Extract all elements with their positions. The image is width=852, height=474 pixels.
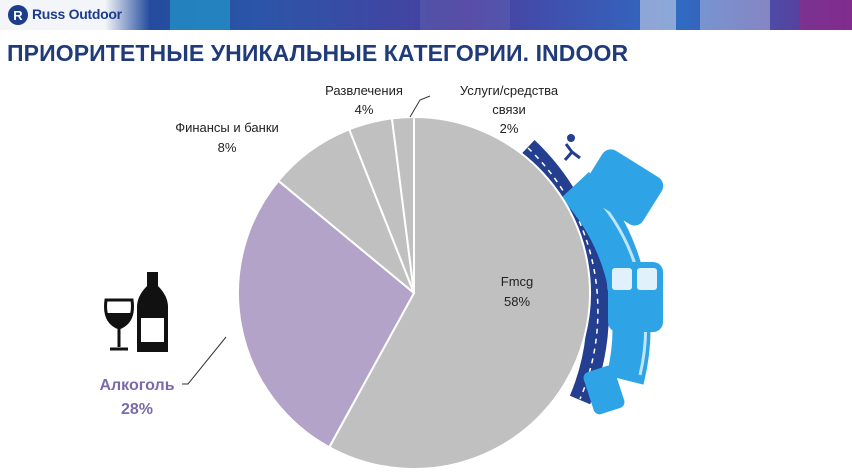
banner-stripe (170, 0, 230, 30)
pie-slice-4 (390, 115, 415, 294)
page-title: ПРИОРИТЕТНЫЕ УНИКАЛЬНЫЕ КАТЕГОРИИ. INDOO… (7, 40, 629, 66)
logo-text: Russ Outdoor (32, 6, 122, 22)
logo-mark-icon: R (8, 5, 28, 25)
slice-value-telecom: 2% (500, 121, 519, 136)
slice-label-telecom-line1: Услуги/средства (460, 83, 559, 98)
banner-stripe (700, 0, 770, 30)
pie-slice-0 (327, 115, 591, 470)
pie (237, 115, 591, 470)
slice-label-entertainment: Развлечения (325, 83, 403, 98)
header-banner: R Russ Outdoor (0, 0, 852, 30)
leader-line (182, 336, 227, 385)
leader-line (409, 95, 431, 118)
wine-glass-icon (104, 298, 134, 351)
slice-value-entertainment: 4% (355, 102, 374, 117)
slice-label-finance: Финансы и банки (175, 120, 279, 135)
pie-slice-2 (276, 128, 415, 294)
banner-stripe (420, 0, 510, 30)
banner-stripe (800, 0, 852, 30)
logo[interactable]: R Russ Outdoor (0, 0, 150, 30)
slice-value-finance: 8% (218, 140, 237, 155)
slice-label-telecom-line2: связи (492, 102, 526, 117)
slice-label-fmcg: Fmcg (501, 274, 534, 289)
wine-bottle-icon (137, 272, 168, 352)
slice-value-alcohol: 28% (121, 401, 153, 418)
metro-train-decoration (519, 134, 664, 415)
slice-label-alcohol: Алкоголь (99, 377, 174, 394)
slice-value-fmcg: 58% (504, 294, 530, 309)
banner-stripe (640, 0, 676, 30)
pie-slice-1 (237, 179, 416, 449)
leader-lines (182, 95, 431, 385)
